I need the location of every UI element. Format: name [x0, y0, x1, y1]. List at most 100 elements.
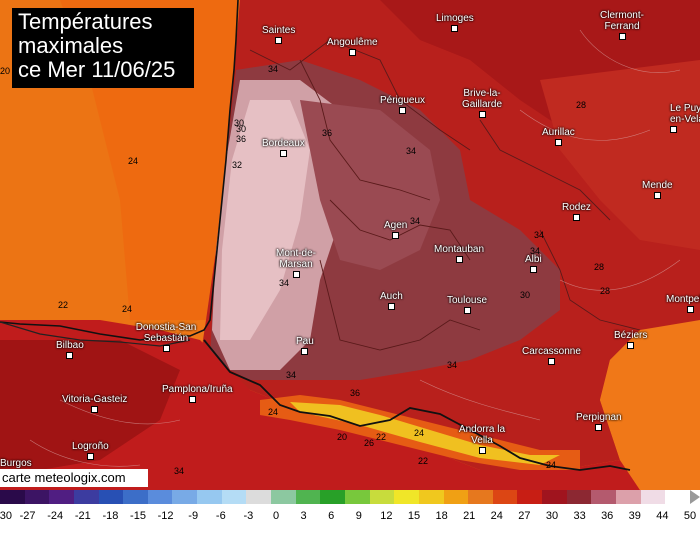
city-label: Agen — [384, 220, 407, 242]
legend-tick-label: -24 — [47, 510, 64, 522]
isotherm-label: 30 — [234, 118, 245, 128]
city-label: Rodez — [562, 202, 591, 224]
massif-central — [540, 60, 700, 250]
legend-tick-label: 30 — [545, 510, 559, 522]
legend-tick-label: 44 — [656, 510, 669, 522]
city-label: Perpignan — [576, 412, 622, 434]
legend-tick-label: -12 — [157, 510, 174, 522]
legend-tick-label: 50 — [683, 510, 697, 522]
atlantic-coastline — [0, 0, 239, 341]
color-legend: -30-27-24-21-18-15-12-9-6-30369121518212… — [0, 490, 700, 534]
city-label: Andorra la Vella — [456, 424, 508, 457]
isotherm-label: 34 — [406, 146, 417, 156]
legend-swatch — [221, 490, 247, 504]
isotherm-lines — [29, 29, 681, 467]
city-label: Mont-de-Marsan — [272, 248, 320, 281]
isotherm-label: 34 — [530, 246, 541, 256]
city-label: Montpellier — [666, 294, 700, 316]
france-spain-border — [203, 339, 631, 471]
isotherm-label: 36 — [236, 134, 247, 144]
legend-swatch — [271, 490, 296, 504]
city-label: Montauban — [434, 244, 484, 266]
legend-swatch — [468, 490, 493, 504]
warm-zone — [300, 100, 440, 270]
legend-swatch — [517, 490, 543, 504]
isotherm-label: 28 — [594, 262, 605, 272]
legend-arrow — [690, 490, 700, 504]
city-label: Mende — [642, 180, 673, 202]
legend-swatch — [0, 490, 25, 504]
legend-tick-label: 18 — [435, 510, 448, 522]
city-label: Vitoria-Gasteiz — [62, 394, 127, 416]
legend-tick-label: 12 — [380, 510, 393, 522]
legend-swatch — [73, 490, 99, 504]
legend-swatch — [197, 490, 222, 504]
legend-tick-label: -15 — [130, 510, 146, 522]
city-label: Périgueux — [380, 95, 425, 117]
spain-north — [0, 340, 180, 470]
city-label: Le Puy-en-Velay — [670, 103, 700, 136]
isotherm-label: 34 — [174, 466, 185, 476]
legend-tick-label: -18 — [102, 510, 119, 522]
isotherm-label: 34 — [279, 278, 290, 288]
hottest-core — [220, 100, 310, 340]
legend-tick-label: 33 — [573, 510, 586, 522]
legend-tick-label: 27 — [518, 510, 531, 522]
isotherm-label: 24 — [414, 428, 425, 438]
legend-swatch — [147, 490, 173, 504]
city-label: Pau — [296, 336, 314, 358]
pyrenees-peaks — [290, 402, 560, 465]
legend-swatch — [566, 490, 592, 504]
legend-swatch — [418, 490, 444, 504]
legend-tick-label: 6 — [328, 510, 335, 522]
city-label: Auch — [380, 291, 403, 313]
legend-swatch — [616, 490, 641, 504]
city-label: Bilbao — [56, 340, 84, 362]
legend-swatch — [123, 490, 148, 504]
isotherm-label: 26 — [364, 438, 375, 448]
legend-swatch — [24, 490, 50, 504]
gulf-of-lion — [660, 330, 700, 355]
legend-swatch — [344, 490, 370, 504]
legend-tick-label: 9 — [355, 510, 362, 522]
legend-swatch — [246, 490, 272, 504]
isotherm-label: 36 — [350, 388, 361, 398]
title-line-1: Températures — [18, 9, 153, 34]
isotherm-label: 34 — [286, 370, 297, 380]
legend-tick-label: 0 — [272, 510, 280, 522]
credit-label: carte meteologix.com — [0, 469, 148, 487]
isotherm-label: 24 — [268, 407, 279, 417]
isotherm-label: 28 — [576, 100, 587, 110]
city-label: Aurillac — [542, 127, 575, 149]
mediterranean-sea — [600, 320, 700, 490]
isotherm-label: 34 — [410, 216, 421, 226]
legend-color-bar — [0, 490, 690, 504]
legend-swatch — [369, 490, 395, 504]
city-label: Bordeaux — [262, 138, 305, 160]
legend-tick-label: -21 — [74, 510, 91, 522]
legend-tick-label: 21 — [463, 510, 476, 522]
legend-swatch — [665, 490, 690, 504]
legend-swatch — [443, 490, 469, 504]
legend-tick-label: 15 — [407, 510, 421, 522]
legend-swatch — [295, 490, 321, 504]
isotherm-label: 22 — [418, 456, 429, 466]
region-borders — [249, 39, 641, 351]
map-title: Températures maximales ce Mer 11/06/25 — [12, 8, 194, 88]
isotherm-label: 24 — [128, 156, 139, 166]
legend-swatch — [591, 490, 617, 504]
city-label: Brive-la-Gaillarde — [456, 88, 508, 121]
isotherm-label: 22 — [58, 300, 69, 310]
legend-swatch — [640, 490, 666, 504]
city-label: Donostia-San Sebastián — [134, 322, 198, 355]
isotherm-label: 24 — [122, 304, 133, 314]
isotherm-label: 20 — [337, 432, 348, 442]
isotherm-label: 34 — [268, 64, 279, 74]
legend-tick-label: -3 — [243, 510, 254, 522]
legend-tick-label: -30 — [0, 510, 12, 522]
legend-tick-label: 3 — [300, 510, 307, 522]
city-label: Pamplona/Iruña — [162, 384, 233, 406]
isotherm-label: 20 — [0, 66, 11, 76]
isotherm-label: 34 — [534, 230, 545, 240]
title-line-3: ce Mer 11/06/25 — [18, 57, 176, 82]
